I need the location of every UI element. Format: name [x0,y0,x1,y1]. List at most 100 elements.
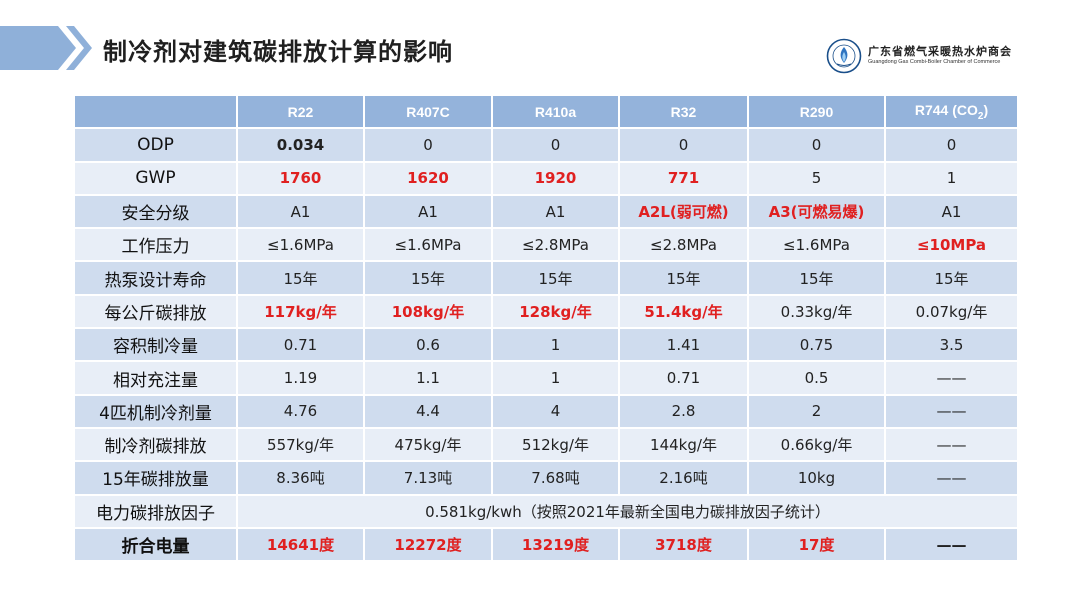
table-row: 相对充注量 1.19 1.1 1 0.71 0.5 —— [73,360,1019,396]
table-row: 制冷剂碳排放 557kg/年 475kg/年 512kg/年 144kg/年 0… [73,426,1019,463]
table-row: 安全分级 A1 A1 A1 A2L(弱可燃) A3(可燃易爆) A1 [73,193,1019,230]
table-row: 4匹机制冷剂量 4.76 4.4 4 2.8 2 —— [73,393,1019,429]
table-cell: 4.76 [236,393,365,429]
table-cell: 0.33kg/年 [747,293,886,330]
table-cell: ≤10MPa [884,227,1019,263]
table-cell: 771 [618,160,749,196]
row-label: 折合电量 [73,526,238,563]
table-row: 每公斤碳排放 117kg/年 108kg/年 128kg/年 51.4kg/年 … [73,293,1019,330]
row-label: 安全分级 [73,193,238,230]
table-cell: ≤2.8MPa [491,227,620,263]
table-cell: 14641度 [236,526,365,563]
table-cell: 15年 [236,260,365,296]
table-cell: 4 [491,393,620,429]
table-cell: —— [884,426,1019,463]
table-cell: 0.71 [236,327,365,363]
table-cell: A3(可燃易爆) [747,193,886,230]
row-label: 每公斤碳排放 [73,293,238,330]
table-cell: ≤1.6MPa [747,227,886,263]
table-cell: 108kg/年 [363,293,493,330]
table-cell: 1 [884,160,1019,196]
table-cell: 475kg/年 [363,426,493,463]
table-cell: 0.034 [236,127,365,163]
table-cell: ≤2.8MPa [618,227,749,263]
table-cell: 12272度 [363,526,493,563]
table-cell: 117kg/年 [236,293,365,330]
table-cell: A2L(弱可燃) [618,193,749,230]
table-cell: 512kg/年 [491,426,620,463]
table-cell: ≤1.6MPa [236,227,365,263]
table-row: GWP 1760 1620 1920 771 5 1 [73,160,1019,196]
table-cell: 1 [491,327,620,363]
refrigerant-comparison-table: R22 R407C R410a R32 R290 R744 (CO2) ODP … [73,93,1019,563]
table-cell: 7.68吨 [491,460,620,496]
table-cell: 0.07kg/年 [884,293,1019,330]
table-cell: 0.71 [618,360,749,396]
table-cell: 1.1 [363,360,493,396]
row-label: 电力碳排放因子 [73,493,238,529]
table-cell: 0.75 [747,327,886,363]
table-row: 15年碳排放量 8.36吨 7.13吨 7.68吨 2.16吨 10kg —— [73,460,1019,496]
header-cell-r407c: R407C [363,93,493,130]
header-r744-subscript: 2 [977,110,984,122]
table-cell: 2.8 [618,393,749,429]
table-cell: 1.41 [618,327,749,363]
page-title: 制冷剂对建筑碳排放计算的影响 [103,38,453,66]
table-cell: 51.4kg/年 [618,293,749,330]
table-row: 容积制冷量 0.71 0.6 1 1.41 0.75 3.5 [73,327,1019,363]
table-cell: 15年 [884,260,1019,296]
table-cell: —— [884,460,1019,496]
header-cell-empty [73,93,238,130]
header-cell-r744: R744 (CO2) [884,93,1019,130]
table-cell: 15年 [491,260,620,296]
header-r744-close: ) [983,101,989,118]
row-label: 相对充注量 [73,360,238,396]
table-cell: 15年 [747,260,886,296]
header-cell-r410a: R410a [491,93,620,130]
header-cell-r32: R32 [618,93,749,130]
row-label: 容积制冷量 [73,327,238,363]
row-label: 热泵设计寿命 [73,260,238,296]
table-cell: 15年 [363,260,493,296]
table-cell: 0 [747,127,886,163]
chamber-name-en: Guangdong Gas Combi-Boiler Chamber of Co… [868,59,1001,66]
chamber-seal-icon [826,38,862,74]
table-row: ODP 0.034 0 0 0 0 0 [73,127,1019,163]
table-cell: 0 [363,127,493,163]
merged-cell: 0.581kg/kwh（按照2021年最新全国电力碳排放因子统计） [236,493,1019,529]
row-label: 4匹机制冷剂量 [73,393,238,429]
table-cell: —— [884,526,1019,563]
table-cell: A1 [236,193,365,230]
table-cell: 5 [747,160,886,196]
table-cell: ≤1.6MPa [363,227,493,263]
table-cell: 128kg/年 [491,293,620,330]
table-cell: 0.6 [363,327,493,363]
table-cell: 1 [491,360,620,396]
row-label: 工作压力 [73,227,238,263]
table-row: 工作压力 ≤1.6MPa ≤1.6MPa ≤2.8MPa ≤2.8MPa ≤1.… [73,227,1019,263]
table-cell: 0 [618,127,749,163]
table-row: 折合电量 14641度 12272度 13219度 3718度 17度 —— [73,526,1019,563]
chamber-logo: 广东省燃气采暖热水炉商会 Guangdong Gas Combi-Boiler … [826,38,1012,74]
table-cell: 4.4 [363,393,493,429]
table-cell: 0.66kg/年 [747,426,886,463]
row-label: 制冷剂碳排放 [73,426,238,463]
row-label: ODP [73,127,238,163]
table-cell: 10kg [747,460,886,496]
table-header-row: R22 R407C R410a R32 R290 R744 (CO2) [73,93,1019,130]
table-cell: 0.5 [747,360,886,396]
table-cell: 17度 [747,526,886,563]
table-cell: 3718度 [618,526,749,563]
table-row: 热泵设计寿命 15年 15年 15年 15年 15年 15年 [73,260,1019,296]
table-cell: 1.19 [236,360,365,396]
table-cell: 8.36吨 [236,460,365,496]
table-cell: A1 [491,193,620,230]
row-label: 15年碳排放量 [73,460,238,496]
table-cell: 7.13吨 [363,460,493,496]
table-cell: 3.5 [884,327,1019,363]
table-row: 电力碳排放因子 0.581kg/kwh（按照2021年最新全国电力碳排放因子统计… [73,493,1019,529]
table-cell: 0 [491,127,620,163]
table-cell: —— [884,360,1019,396]
table-cell: 15年 [618,260,749,296]
table-cell: A1 [884,193,1019,230]
